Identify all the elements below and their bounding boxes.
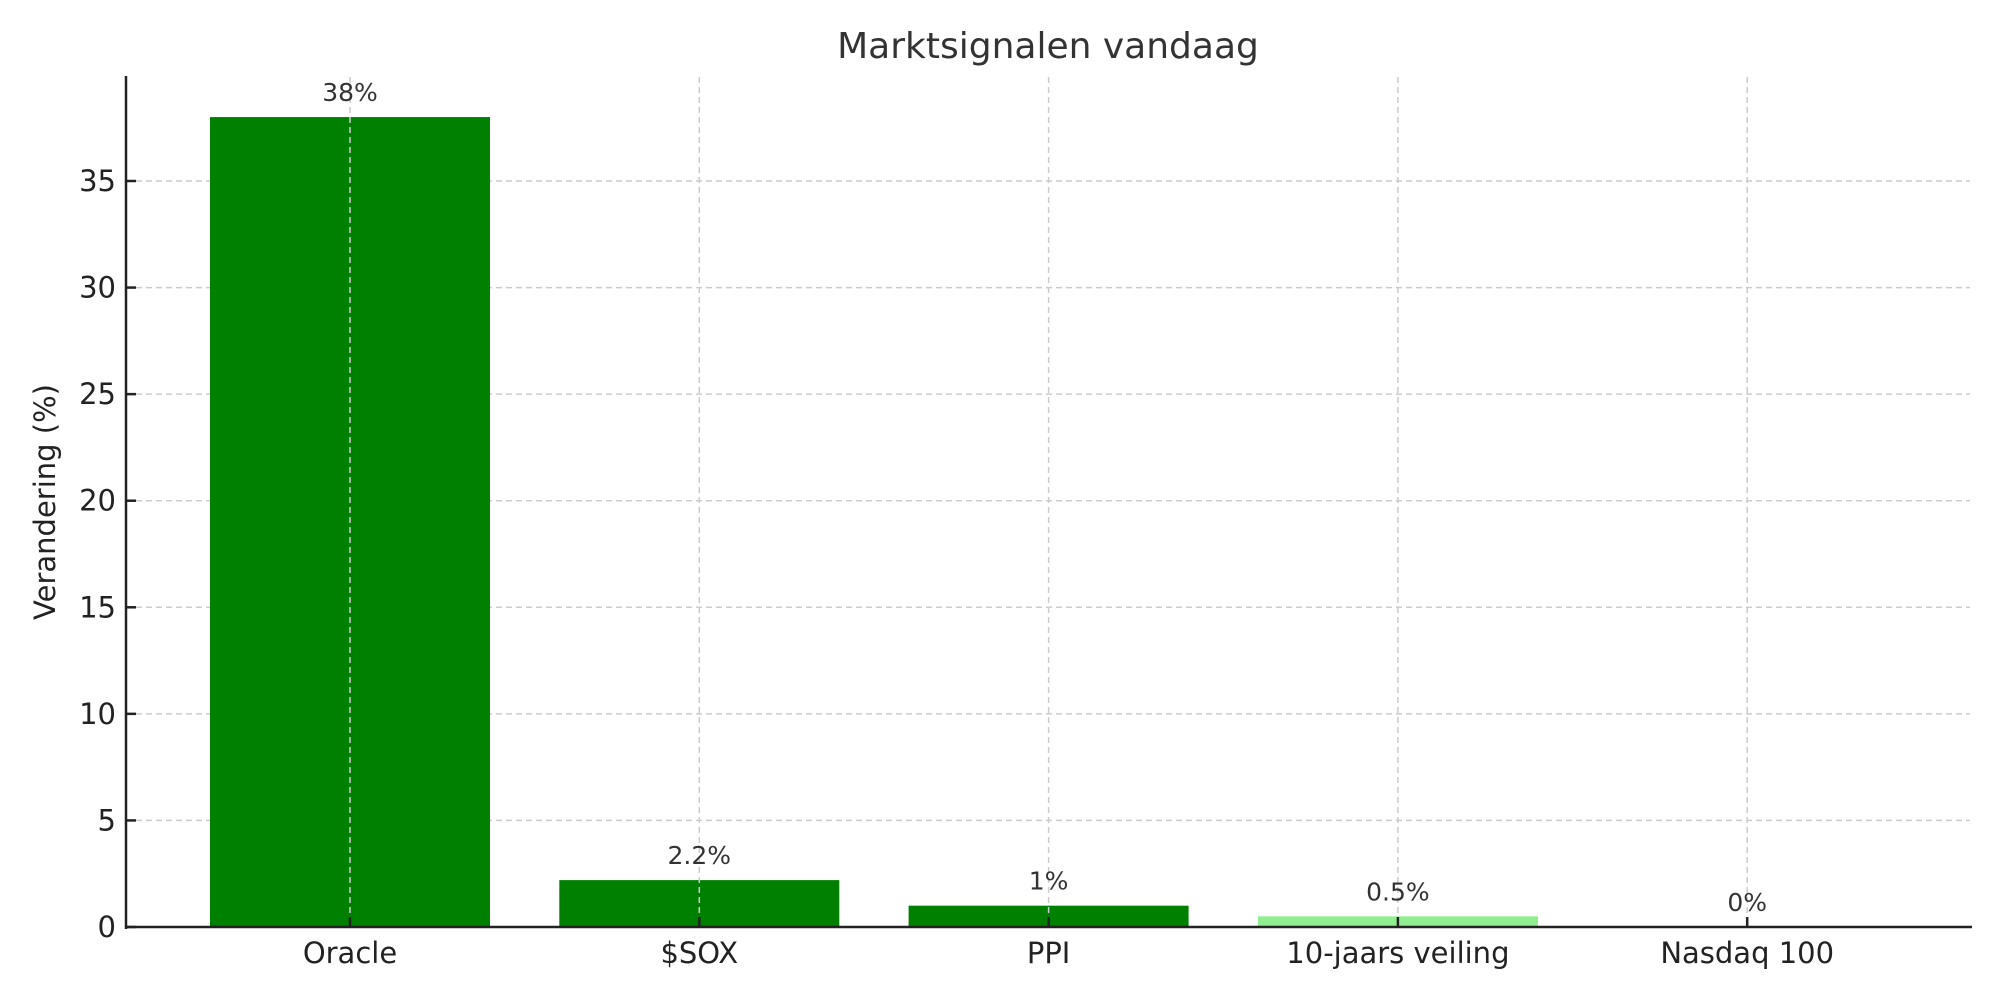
y-ticks: 0 5 10 15 20 25 30 35 <box>79 164 136 944</box>
value-label: 0.5% <box>1366 877 1430 906</box>
y-tick-label: 15 <box>79 590 116 624</box>
x-ticks: Oracle $SOX PPI 10-jaars veiling Nasdaq 100 <box>303 917 1834 970</box>
x-tick-label: Nasdaq 100 <box>1660 936 1834 970</box>
value-label: 1% <box>1029 867 1069 896</box>
chart-title: Marktsignalen vandaag <box>837 26 1259 67</box>
x-tick-label: Oracle <box>303 936 397 970</box>
y-tick-label: 25 <box>79 377 116 411</box>
y-tick-label: 35 <box>79 164 116 198</box>
value-label: 0% <box>1727 888 1767 917</box>
x-tick-label: 10-jaars veiling <box>1286 936 1509 970</box>
y-axis-label: Verandering (%) <box>28 384 62 620</box>
y-tick-label: 5 <box>98 803 116 837</box>
x-tick-label: $SOX <box>660 936 738 970</box>
value-labels: 38% 2.2% 1% 0.5% 0% <box>322 78 1767 917</box>
y-tick-label: 20 <box>79 484 116 518</box>
y-tick-label: 0 <box>98 910 116 944</box>
value-label: 2.2% <box>668 841 732 870</box>
bar-ppi <box>908 905 1189 927</box>
value-label: 38% <box>322 78 378 107</box>
y-tick-label: 10 <box>79 697 116 731</box>
x-tick-label: PPI <box>1027 936 1071 970</box>
y-tick-label: 30 <box>79 271 116 305</box>
bars <box>210 77 1748 928</box>
